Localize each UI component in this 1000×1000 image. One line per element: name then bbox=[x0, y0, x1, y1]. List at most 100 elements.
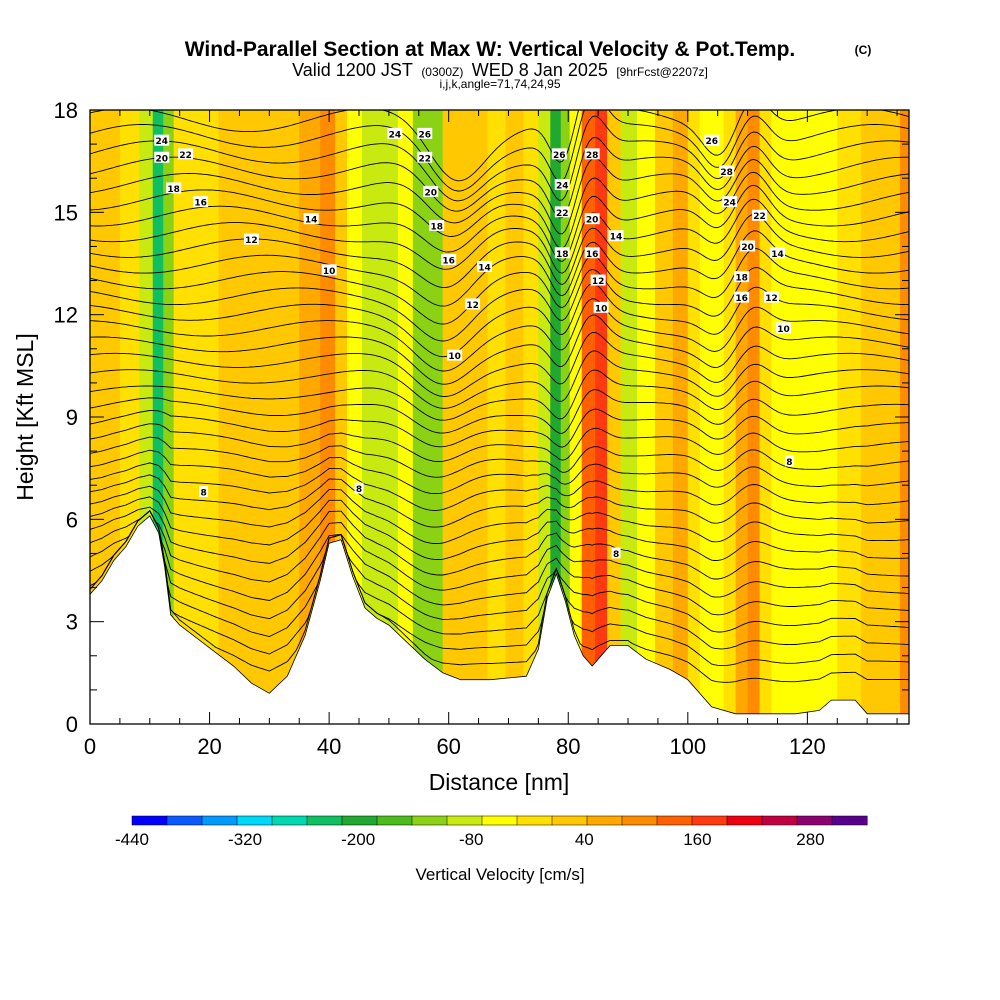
w-column bbox=[711, 110, 725, 724]
colorbar-swatch bbox=[446, 815, 483, 826]
x-tick-label: 20 bbox=[197, 734, 221, 759]
colorbar-swatch bbox=[236, 815, 273, 826]
w-column bbox=[735, 110, 749, 724]
x-tick-label: 60 bbox=[436, 734, 460, 759]
contour-label: 22 bbox=[753, 212, 766, 222]
contour-label: 26 bbox=[553, 151, 566, 161]
contour-label-bg bbox=[554, 247, 570, 259]
contour-label-bg bbox=[554, 206, 570, 218]
contour-label-bg bbox=[593, 301, 609, 313]
isentrope-line bbox=[90, 462, 909, 511]
contour-label: 14 bbox=[610, 233, 623, 243]
contour-label: 16 bbox=[586, 250, 599, 260]
x-axis-label: Distance [nm] bbox=[429, 769, 570, 795]
chart-subtitle: Valid 1200 JST (0300Z) WED 8 Jan 2025 [9… bbox=[292, 60, 708, 80]
contour-label: 12 bbox=[245, 236, 258, 246]
contour-label-bg bbox=[611, 547, 621, 559]
isentrope-line bbox=[90, 496, 909, 561]
isentrope-line bbox=[90, 230, 909, 307]
contour-label-bg bbox=[193, 196, 209, 208]
contour-label: 24 bbox=[556, 182, 569, 192]
isentrope-line bbox=[90, 115, 909, 202]
w-column bbox=[620, 110, 638, 724]
y-tick-label: 15 bbox=[54, 200, 78, 225]
w-column bbox=[505, 110, 525, 724]
isentrope-line bbox=[90, 510, 909, 598]
x-tick-label: 40 bbox=[317, 734, 341, 759]
w-column bbox=[569, 110, 583, 724]
contour-label: 10 bbox=[448, 352, 461, 362]
w-column bbox=[275, 110, 300, 724]
contour-label: 22 bbox=[556, 209, 569, 219]
contour-label: 10 bbox=[777, 325, 790, 335]
w-column bbox=[607, 110, 622, 724]
w-column bbox=[783, 110, 800, 724]
w-column bbox=[581, 110, 596, 724]
w-column bbox=[424, 110, 444, 724]
w-column bbox=[654, 110, 674, 724]
copyright-mark: (C) bbox=[855, 43, 872, 57]
contour-label: 8 bbox=[356, 485, 362, 495]
w-column bbox=[379, 110, 399, 724]
contour-label-bg bbox=[584, 148, 600, 160]
contour-label: 8 bbox=[613, 550, 619, 560]
contour-label: 12 bbox=[765, 294, 778, 304]
w-column bbox=[487, 110, 507, 724]
isentrope-line bbox=[90, 332, 909, 397]
contour-label: 20 bbox=[424, 188, 437, 198]
colorbar-swatch bbox=[201, 815, 238, 826]
contour-label: 16 bbox=[442, 257, 455, 267]
isentrope-line bbox=[90, 510, 909, 667]
isentrope-line bbox=[90, 248, 909, 325]
contour-label-bg bbox=[752, 209, 768, 221]
contour-label: 28 bbox=[720, 168, 733, 178]
contour-label-bg bbox=[441, 254, 457, 266]
isentrope-line bbox=[90, 110, 909, 192]
contour-label-bg bbox=[243, 233, 259, 245]
isentrope-line bbox=[90, 474, 909, 528]
contour-label: 16 bbox=[194, 199, 207, 209]
contour-label-bg bbox=[447, 349, 463, 361]
colorbar-swatch bbox=[481, 815, 518, 826]
contour-label: 14 bbox=[771, 250, 784, 260]
isentrope-line bbox=[90, 110, 909, 182]
x-tick-label: 80 bbox=[556, 734, 580, 759]
colorbar-swatch bbox=[376, 815, 413, 826]
w-column bbox=[152, 110, 164, 724]
isentrope-line bbox=[90, 157, 909, 235]
isentrope-line bbox=[90, 510, 909, 616]
contour-label-bg bbox=[423, 185, 439, 197]
contour-label: 28 bbox=[586, 151, 599, 161]
w-column bbox=[759, 110, 773, 724]
colorbar-tick-label: 280 bbox=[796, 830, 824, 849]
colorbar-tick-label: 40 bbox=[575, 830, 594, 849]
x-tick-label: 120 bbox=[789, 734, 826, 759]
w-column bbox=[248, 110, 276, 724]
isentrope-line bbox=[90, 423, 909, 462]
contour-label-bg bbox=[465, 298, 481, 310]
contour-label-bg bbox=[769, 247, 785, 259]
contour-label-bg bbox=[429, 219, 445, 231]
colorbar-swatch bbox=[586, 815, 623, 826]
colorbar-swatch bbox=[166, 815, 203, 826]
colorbar-tick-label: -200 bbox=[341, 830, 375, 849]
y-tick-label: 18 bbox=[54, 98, 78, 123]
contour-label: 26 bbox=[419, 130, 432, 140]
contour-label: 12 bbox=[466, 301, 479, 311]
contour-label-bg bbox=[584, 213, 600, 225]
y-tick-label: 3 bbox=[66, 610, 78, 635]
contour-label: 16 bbox=[735, 294, 748, 304]
contour-label-bg bbox=[154, 151, 170, 163]
contour-label: 20 bbox=[741, 243, 754, 253]
contour-label: 10 bbox=[595, 304, 608, 314]
w-column bbox=[723, 110, 737, 724]
w-column bbox=[837, 110, 862, 724]
w-column bbox=[861, 110, 883, 724]
colorbar bbox=[131, 815, 868, 826]
isentrope-line bbox=[90, 136, 909, 219]
isentrope-line bbox=[90, 506, 909, 580]
contour-label-bg bbox=[784, 455, 794, 467]
valid-time: Valid 1200 JST bbox=[292, 60, 413, 80]
isentrope-line bbox=[90, 314, 909, 385]
w-column bbox=[747, 110, 761, 724]
